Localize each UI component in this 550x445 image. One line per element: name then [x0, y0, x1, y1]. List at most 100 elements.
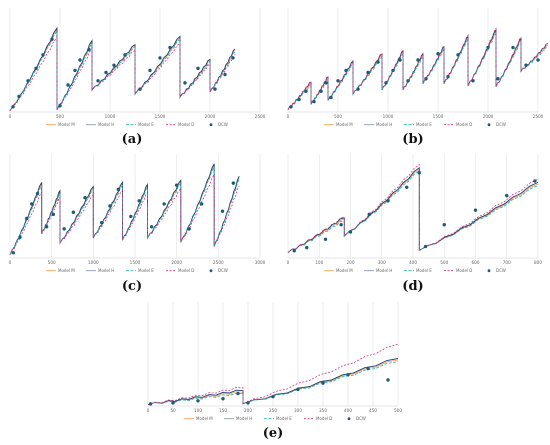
dcw-point — [384, 81, 388, 85]
dcw-point — [66, 83, 70, 87]
dcw-point — [236, 391, 240, 396]
panel-a: 0 500 1000 1500 2000 2500 Model M Model H Model … — [2, 2, 270, 130]
chart-a: 0 500 1000 1500 2000 2500 Model M Model H Model … — [9, 8, 266, 127]
x-tick-label: 500 — [334, 114, 342, 119]
dcw-point — [356, 87, 360, 91]
dcw-point — [148, 68, 152, 73]
series-line-model-h — [9, 26, 236, 112]
dcw-point — [339, 223, 343, 227]
legend-label-model-m: Model M — [336, 268, 353, 273]
x-tick-label: 450 — [369, 408, 377, 413]
dcw-point — [536, 58, 540, 62]
x-tick-label: 500 — [48, 260, 56, 265]
dcw-point — [44, 225, 49, 229]
x-tick-label: 1500 — [433, 114, 444, 119]
dcw-point — [533, 179, 537, 183]
x-tick-label: 0 — [9, 260, 12, 265]
dcw-point — [442, 223, 446, 227]
x-tick-label: 350 — [319, 408, 327, 413]
x-tick-label: 1000 — [383, 114, 394, 119]
dcw-point — [417, 171, 421, 175]
dcw-point — [220, 209, 225, 213]
chart-b: 0 500 1000 1500 2000 2500 Model M Model H Model … — [287, 8, 548, 127]
dcw-point — [71, 210, 76, 214]
series-line-model-d — [287, 163, 539, 253]
series-line-model-e — [9, 166, 240, 255]
x-tick-label: 300 — [378, 260, 386, 265]
dcw-point — [486, 45, 490, 50]
x-tick-label: 3000 — [255, 260, 266, 265]
legend-label-model-e: Model E — [138, 122, 154, 127]
dcw-point — [321, 381, 325, 385]
dcw-point — [344, 68, 348, 73]
x-tick-label: 1000 — [88, 260, 99, 265]
x-tick-label: 2500 — [255, 114, 266, 119]
legend-label-model-d: Model D — [178, 122, 194, 127]
legend-marker-dcw — [487, 269, 491, 273]
legend-label-model-m: Model M — [58, 268, 75, 273]
dcw-point — [221, 397, 225, 401]
panel-label-d: (d) — [402, 279, 424, 294]
x-tick-label: 800 — [534, 260, 542, 265]
chart-d: 0 100 200 300 400 500 600 700 800 Model M Model H M… — [287, 154, 542, 273]
dcw-point — [319, 89, 323, 93]
x-tick-label: 600 — [472, 260, 480, 265]
legend-marker-dcw — [209, 269, 213, 273]
series-line-model-h — [287, 28, 548, 110]
dcw-point — [424, 77, 428, 81]
x-tick-label: 50 — [170, 408, 176, 413]
chart-e: 0 50 100 150 200 250 300 350 400 450 500 Model M Mod… — [147, 302, 402, 421]
dcw-point — [50, 37, 54, 41]
dcw-point — [148, 402, 153, 406]
dcw-point — [83, 195, 87, 200]
x-tick-label: 2500 — [533, 114, 544, 119]
dcw-point — [11, 105, 15, 109]
chart-c: 0 500 1000 1500 2000 2500 3000 Model M Model H Mo… — [9, 154, 266, 273]
dcw-point — [511, 45, 515, 50]
series-line-model-m — [9, 165, 240, 255]
panel-label-b: (b) — [402, 132, 424, 147]
x-tick-label: 200 — [347, 260, 355, 265]
legend-label-model-h: Model H — [98, 122, 114, 127]
legend-label-model-e: Model E — [416, 268, 432, 273]
dcw-point — [324, 81, 328, 85]
x-tick-label: 0 — [287, 114, 290, 119]
dcw-point — [158, 56, 162, 60]
dcw-point — [149, 225, 154, 229]
legend-marker-dcw — [209, 123, 213, 127]
dcw-point — [213, 87, 217, 91]
series-line-model-e — [287, 170, 539, 253]
dcw-point — [35, 191, 40, 196]
dcw-point — [162, 202, 166, 206]
panel-b: 0 500 1000 1500 2000 2500 Model M Model H Model … — [280, 2, 548, 130]
legend-marker-dcw — [487, 123, 491, 127]
dcw-point — [323, 237, 328, 241]
series-line-model-d — [9, 36, 236, 112]
dcw-point — [271, 394, 275, 399]
dcw-point — [231, 56, 235, 60]
dcw-point — [329, 95, 333, 100]
legend-label-dcw: DCW — [496, 122, 506, 127]
dcw-point — [51, 212, 56, 217]
dcw-point — [246, 401, 250, 405]
series-line-model-e — [287, 32, 548, 110]
dcw-point — [183, 81, 187, 85]
dcw-point — [231, 181, 236, 185]
legend-label-model-h: Model H — [98, 268, 114, 273]
dcw-point — [416, 58, 420, 62]
dcw-point — [196, 66, 200, 71]
dcw-point — [436, 52, 440, 56]
dcw-point — [99, 220, 104, 225]
dcw-point — [312, 99, 316, 104]
dcw-point — [196, 399, 200, 403]
series-line-model-m — [9, 28, 236, 112]
x-tick-label: 500 — [394, 408, 402, 413]
series-line-model-d — [147, 343, 399, 406]
x-tick-label: 0 — [9, 114, 12, 119]
x-tick-label: 700 — [503, 260, 511, 265]
dcw-point — [62, 227, 66, 231]
dcw-point — [406, 79, 410, 83]
dcw-point — [168, 45, 172, 50]
dcw-point — [296, 387, 300, 392]
dcw-point — [17, 94, 21, 99]
